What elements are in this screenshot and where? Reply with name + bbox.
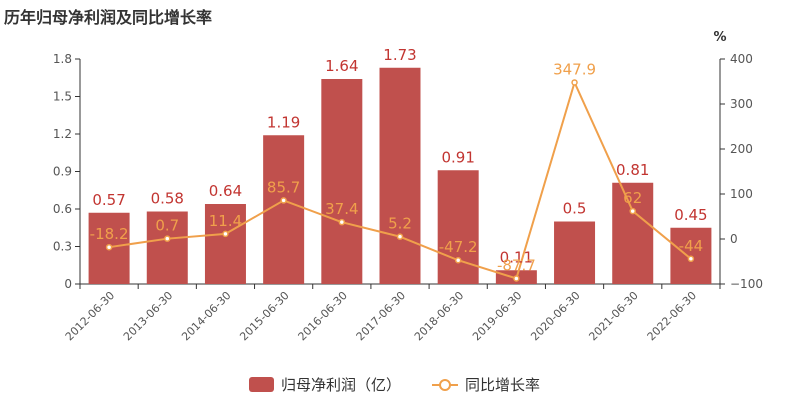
line-point xyxy=(105,243,113,251)
x-tick-label: 2022-06-30 xyxy=(645,289,699,343)
line-data-label: -47.2 xyxy=(439,238,478,256)
y-left-tick-label: 0.3 xyxy=(53,240,72,254)
y-right-tick-label: 100 xyxy=(730,187,753,201)
x-tick-label: 2020-06-30 xyxy=(528,289,582,343)
bar-data-label: 0.58 xyxy=(151,190,184,208)
y-right-tick-label: 300 xyxy=(730,97,753,111)
line-data-label: -87.7 xyxy=(497,256,536,274)
y-left-tick-label: 0.9 xyxy=(53,165,72,179)
line-point xyxy=(338,218,346,226)
x-tick-label: 2016-06-30 xyxy=(296,289,350,343)
y-right-tick-label: −100 xyxy=(730,277,763,291)
bar-data-label: 0.45 xyxy=(674,206,707,224)
bar-data-label: 0.11 xyxy=(500,248,533,266)
line-data-label: 5.2 xyxy=(388,215,412,233)
line-point xyxy=(513,275,520,282)
line-data-label: 11.4 xyxy=(209,212,242,230)
bar xyxy=(554,221,596,284)
line-point xyxy=(454,256,462,264)
legend-line-marker xyxy=(439,379,451,391)
bar xyxy=(612,182,654,284)
y-right-tick-label: 200 xyxy=(730,142,753,156)
bar xyxy=(263,135,305,284)
x-tick-label: 2014-06-30 xyxy=(179,289,233,343)
x-tick-label: 2017-06-30 xyxy=(354,289,408,343)
line-data-label: 37.4 xyxy=(325,200,358,218)
line-data-label: -44 xyxy=(679,237,704,255)
y-right-tick-label: 0 xyxy=(730,232,738,246)
legend-bar-swatch xyxy=(249,377,274,392)
bar-data-label: 1.64 xyxy=(325,57,358,75)
line-point xyxy=(571,79,578,86)
chart-title: 历年归母净利润及同比增长率 xyxy=(4,8,213,27)
y-left-tick-label: 1.5 xyxy=(53,90,72,104)
bar xyxy=(321,79,363,284)
legend-line-label: 同比增长率 xyxy=(465,376,540,394)
line-point xyxy=(280,197,287,204)
y-left-tick-label: 0.6 xyxy=(53,202,72,216)
legend-bar-label: 归母净利润（亿） xyxy=(281,376,401,394)
bar-data-label: 0.91 xyxy=(441,148,474,166)
bar-data-label: 0.64 xyxy=(209,182,242,200)
line-point xyxy=(629,207,636,215)
x-tick-label: 2013-06-30 xyxy=(121,289,175,343)
line-data-label: 0.7 xyxy=(155,217,179,235)
y-right-unit: % xyxy=(713,30,726,45)
line-data-label: 85.7 xyxy=(267,178,300,196)
bar-data-label: 0.81 xyxy=(616,161,649,179)
x-tick-label: 2019-06-30 xyxy=(470,289,524,343)
y-left-tick-label: 0 xyxy=(64,277,72,291)
y-left-tick-label: 1.8 xyxy=(53,52,72,66)
bar-data-label: 1.19 xyxy=(267,113,300,131)
line-point xyxy=(164,235,171,242)
line-data-label: 347.9 xyxy=(553,60,596,78)
x-tick-label: 2012-06-30 xyxy=(63,289,117,343)
bar xyxy=(204,204,246,284)
bar xyxy=(379,67,421,284)
x-tick-label: 2021-06-30 xyxy=(586,289,640,343)
bar-data-label: 0.57 xyxy=(92,191,125,209)
x-tick-label: 2015-06-30 xyxy=(237,289,291,343)
line-point xyxy=(396,233,404,240)
line-point xyxy=(222,230,229,238)
y-left-tick-label: 1.2 xyxy=(53,127,72,141)
line-point xyxy=(687,255,695,263)
y-right-tick-label: 400 xyxy=(730,52,753,66)
x-tick-label: 2018-06-30 xyxy=(412,289,466,343)
bar xyxy=(437,170,479,284)
line-data-label: -18.2 xyxy=(90,225,129,243)
bar-data-label: 0.5 xyxy=(563,200,587,218)
line-data-label: 62 xyxy=(623,189,642,207)
bar-data-label: 1.73 xyxy=(383,46,416,64)
bar xyxy=(146,211,188,284)
